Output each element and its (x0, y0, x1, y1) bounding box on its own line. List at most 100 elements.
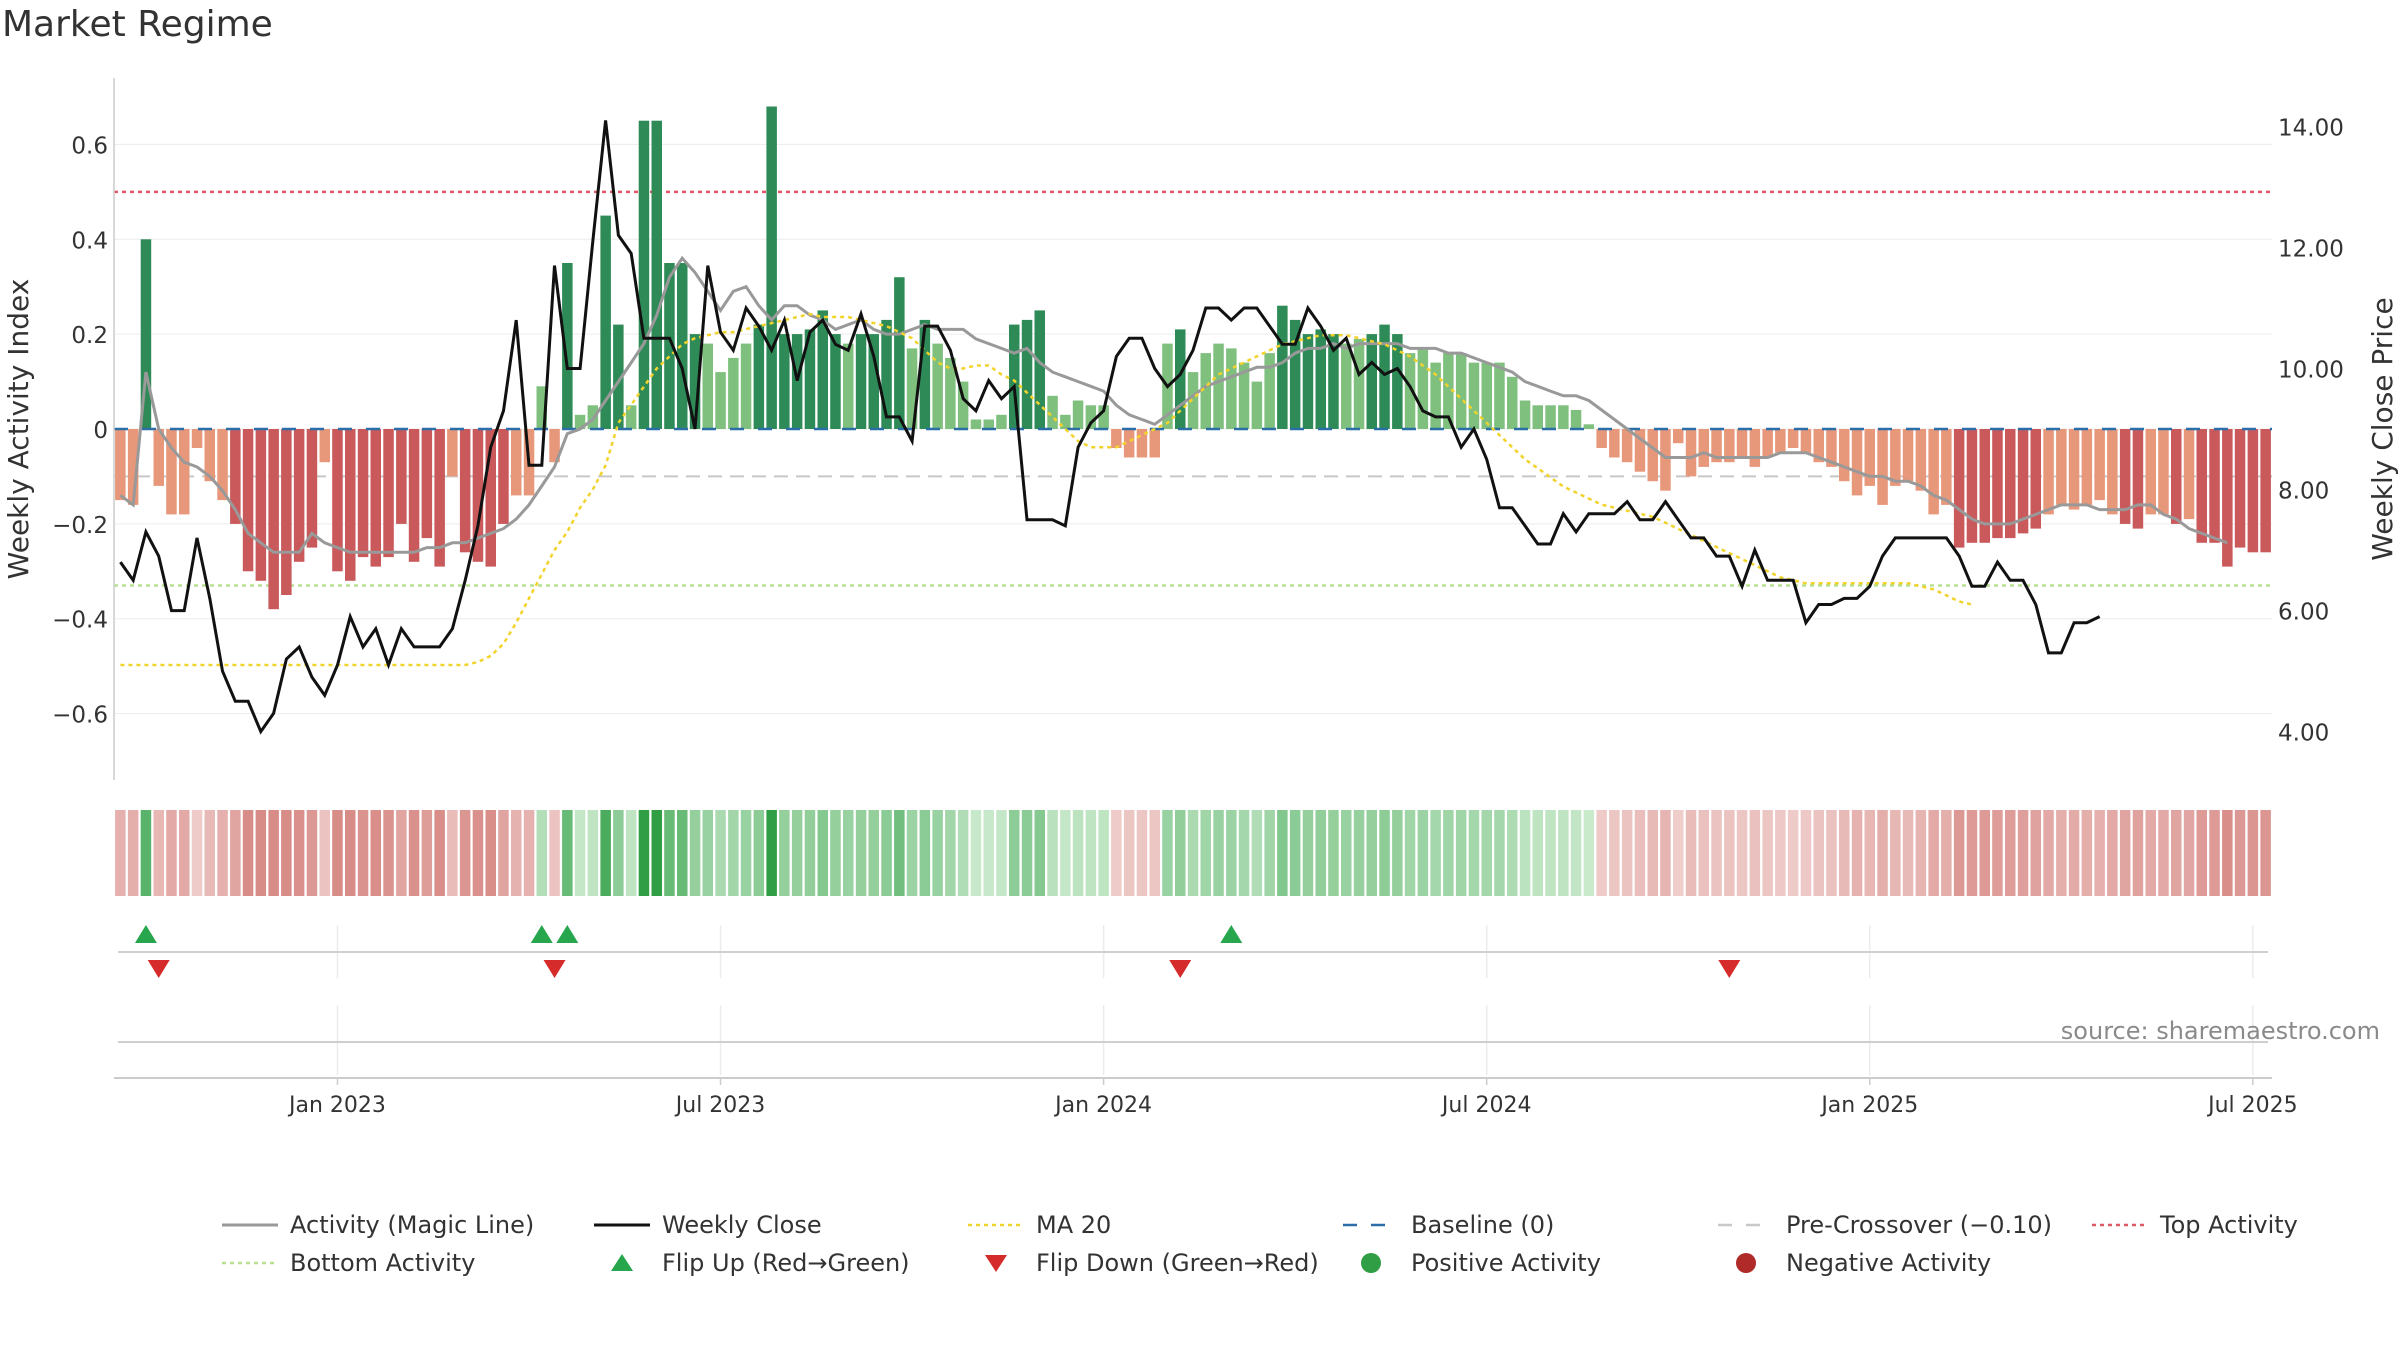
regime-cell (1341, 810, 1352, 896)
regime-cell (791, 810, 803, 896)
activity-bar (881, 319, 892, 429)
regime-cell (1609, 810, 1620, 896)
regime-cell (868, 810, 879, 896)
legend-item-precross: Pre-Crossover (−0.10) (1718, 1211, 2052, 1239)
activity-bar (740, 343, 752, 429)
regime-cell (587, 810, 599, 896)
regime-cell (1430, 810, 1441, 896)
regime-cell (115, 810, 126, 896)
activity-bar (2247, 429, 2259, 553)
activity-bar (2234, 429, 2246, 548)
regime-cell (1621, 810, 1633, 896)
regime-cell (1302, 810, 1314, 896)
activity-bar (1596, 429, 1607, 448)
activity-bar (447, 429, 458, 477)
activity-bar (1736, 429, 1748, 458)
regime-cell (957, 810, 969, 896)
activity-bar (2119, 429, 2131, 524)
regime-cell (1890, 810, 1901, 896)
regime-cell (1111, 810, 1122, 896)
axes: 0.6 0.4 0.2 0 −0.2 −0.4 −0.6 14.00 12.00 10.00 8.0… (2, 78, 2399, 780)
activity-bar (1609, 429, 1620, 458)
activity-bar (1634, 429, 1646, 472)
regime-cell (1647, 810, 1658, 896)
activity-bar (2183, 429, 2195, 520)
activity-bar (140, 239, 152, 429)
activity-bar (1009, 324, 1020, 429)
regime-cell (217, 810, 228, 896)
regime-cell (1392, 810, 1403, 896)
activity-bar (1238, 362, 1250, 429)
regime-strip (115, 810, 2271, 896)
activity-bar (268, 429, 279, 610)
activity-bar (1328, 334, 1339, 429)
flip-up-marker (556, 925, 579, 943)
regime-cell (1570, 810, 1582, 896)
regime-cell (996, 810, 1007, 896)
activity-bar (472, 429, 484, 562)
activity-bar (766, 106, 777, 429)
activity-bar (1200, 353, 1211, 429)
regime-cell (1328, 810, 1339, 896)
activity-bar (855, 334, 867, 429)
regime-cell (2005, 810, 2016, 896)
regime-cell (421, 810, 433, 896)
activity-bar (1123, 429, 1135, 458)
activity-bar (562, 263, 573, 429)
regime-cell (408, 810, 420, 896)
legend-item-neg: Negative Activity (1736, 1249, 1991, 1277)
legend-item-ma: MA 20 (968, 1211, 1111, 1239)
regime-cell (230, 810, 241, 896)
regime-cell (766, 810, 777, 896)
regime-cell (1558, 810, 1569, 896)
regime-cell (664, 810, 675, 896)
activity-bar (1826, 429, 1837, 467)
activity-bar (1098, 405, 1109, 429)
activity-bar (625, 405, 637, 429)
legend-item-pos: Positive Activity (1361, 1249, 1601, 1277)
regime-cell (702, 810, 713, 896)
activity-bar (651, 120, 662, 429)
regime-cell (1034, 810, 1045, 896)
activity-bar (2196, 429, 2207, 543)
regime-cell (1902, 810, 1914, 896)
regime-cell (919, 810, 931, 896)
regime-cell (2081, 810, 2093, 896)
flip-markers: Jan 2023 Jul 2023 Jan 2024 Jul 2024 Jan 2025… (114, 925, 2380, 1118)
regime-cell (1507, 810, 1518, 896)
activity-bar (1366, 334, 1377, 429)
regime-cell (166, 810, 177, 896)
y-tick-label: −0.4 (52, 608, 108, 634)
regime-cell (536, 810, 547, 896)
activity-bar (1583, 424, 1595, 429)
legend-item-flip_up: Flip Up (Red→Green) (611, 1249, 910, 1277)
activity-bar (1979, 429, 1990, 543)
regime-cell (1877, 810, 1888, 896)
source-label: source: sharemaestro.com (2061, 1017, 2380, 1045)
activity-bar (1928, 429, 1939, 515)
regime-cell (2171, 810, 2182, 896)
activity-bar (1226, 348, 1237, 429)
regime-cell (1992, 810, 2003, 896)
regime-cell (1864, 810, 1875, 896)
regime-cell (1149, 810, 1160, 896)
y2-tick-label: 12.00 (2278, 236, 2344, 262)
activity-bar (511, 429, 522, 496)
legend-label: Flip Down (Green→Red) (1036, 1249, 1319, 1277)
activity-bar (1264, 353, 1275, 429)
activity-bar (932, 343, 943, 429)
activity-bar (383, 429, 394, 558)
activity-bar (1455, 353, 1467, 429)
activity-bar (906, 348, 918, 429)
legend-item-top: Top Activity (2092, 1211, 2298, 1239)
legend-item-close: Weekly Close (594, 1211, 822, 1239)
activity-bar (1800, 429, 1812, 453)
regime-cell (1979, 810, 1990, 896)
regime-cell (1366, 810, 1377, 896)
regime-cell (447, 810, 458, 896)
activity-bar (485, 429, 496, 567)
y2-tick-label: 8.00 (2278, 479, 2329, 505)
activity-bar (2107, 429, 2118, 515)
activity-bar (843, 343, 854, 429)
